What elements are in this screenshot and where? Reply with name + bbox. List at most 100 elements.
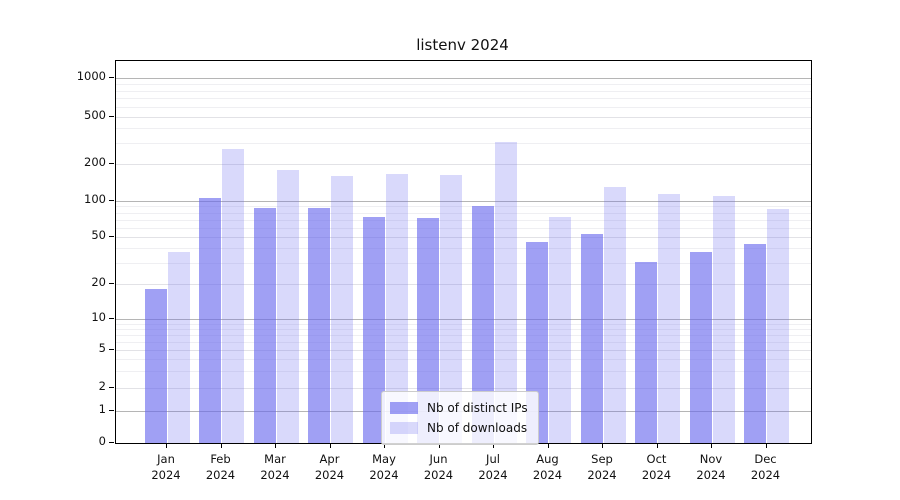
y-tick-mark — [109, 200, 114, 202]
bar-downloads-jun — [440, 174, 462, 443]
gridline-minor — [116, 83, 811, 85]
gridline-minor — [116, 371, 811, 373]
x-tick-mark — [384, 443, 386, 448]
gridline-50 — [116, 237, 811, 238]
gridline-minor — [116, 323, 811, 325]
y-tick-label: 200 — [84, 155, 106, 169]
gridline-minor — [116, 359, 811, 361]
gridline-500 — [116, 117, 811, 118]
x-tick-mark — [656, 443, 658, 448]
gridline-minor — [116, 206, 811, 208]
x-tick-label-apr: Apr 2024 — [314, 452, 345, 482]
x-tick-mark — [329, 443, 331, 448]
x-tick-label-aug: Aug 2024 — [532, 452, 563, 482]
bar-downloads-feb — [222, 148, 244, 443]
gridline-minor — [116, 328, 811, 330]
bar-downloads-jul — [494, 141, 517, 443]
y-tick-mark — [109, 349, 114, 351]
bar-distinct-ips-sep — [580, 233, 603, 443]
gridline-minor — [116, 248, 811, 250]
bar-downloads-oct — [658, 194, 680, 443]
y-tick-mark — [109, 236, 114, 238]
legend-item-ips: Nb of distinct IPs — [390, 398, 528, 418]
legend: Nb of distinct IPs Nb of downloads — [381, 391, 539, 445]
y-tick-label: 10 — [91, 310, 106, 324]
y-tick-label: 100 — [84, 192, 106, 206]
gridline-minor — [116, 128, 811, 130]
bar-distinct-ips-jan — [144, 289, 167, 443]
x-tick-label-oct: Oct 2024 — [641, 452, 672, 482]
legend-label-ips: Nb of distinct IPs — [427, 401, 528, 415]
x-tick-mark — [275, 443, 277, 448]
gridline-minor — [116, 106, 811, 108]
bar-downloads-jan — [167, 252, 190, 443]
chart-title: listenv 2024 — [416, 36, 509, 54]
bar-downloads-may — [385, 174, 408, 443]
bar-downloads-apr — [331, 175, 353, 443]
gridline-minor — [116, 143, 811, 145]
x-tick-mark — [166, 443, 168, 448]
gridline-minor — [116, 341, 811, 343]
x-tick-mark — [547, 443, 549, 448]
plot-area: Nb of distinct IPs Nb of downloads — [115, 60, 812, 445]
legend-swatch-downloads — [390, 422, 418, 434]
y-tick-mark — [109, 77, 114, 79]
bar-downloads-sep — [603, 187, 626, 443]
x-tick-label-dec: Dec 2024 — [750, 452, 781, 482]
gridline-minor — [116, 334, 811, 336]
bar-downloads-aug — [549, 216, 571, 443]
x-tick-mark — [602, 443, 604, 448]
x-tick-mark — [220, 443, 222, 448]
x-tick-label-jan: Jan 2024 — [151, 452, 181, 482]
y-tick-label: 1000 — [76, 69, 106, 83]
y-tick-mark — [109, 442, 114, 444]
legend-swatch-ips — [390, 402, 418, 414]
y-tick-label: 500 — [84, 108, 106, 122]
gridline-2 — [116, 388, 811, 389]
bar-downloads-nov — [712, 195, 735, 443]
gridline-10 — [116, 319, 811, 320]
gridline-minor — [116, 90, 811, 92]
legend-label-downloads: Nb of downloads — [427, 421, 528, 435]
bar-distinct-ips-feb — [199, 198, 221, 443]
bar-downloads-mar — [276, 169, 299, 443]
gridline-minor — [116, 212, 811, 214]
y-tick-mark — [109, 116, 114, 118]
gridline-20 — [116, 284, 811, 285]
x-tick-label-jul: Jul 2024 — [478, 452, 508, 482]
y-tick-label: 50 — [91, 228, 106, 242]
y-tick-mark — [109, 410, 114, 412]
y-tick-label: 20 — [91, 275, 106, 289]
x-tick-label-feb: Feb 2024 — [205, 452, 236, 482]
x-tick-mark — [438, 443, 440, 448]
bar-distinct-ips-dec — [744, 243, 766, 443]
y-tick-label: 0 — [98, 434, 106, 448]
x-tick-mark — [765, 443, 767, 448]
gridline-100 — [116, 201, 811, 202]
y-tick-mark — [109, 318, 114, 320]
x-tick-mark — [493, 443, 495, 448]
x-tick-label-sep: Sep 2024 — [587, 452, 617, 482]
gridline-minor — [116, 219, 811, 221]
gridline-200 — [116, 164, 811, 165]
gridline-1000 — [116, 78, 811, 79]
legend-item-downloads: Nb of downloads — [390, 418, 528, 438]
y-tick-label: 5 — [98, 341, 106, 355]
bar-distinct-ips-nov — [689, 252, 712, 443]
bar-downloads-dec — [767, 209, 789, 443]
bar-distinct-ips-oct — [635, 261, 657, 443]
gridline-minor — [116, 263, 811, 265]
gridline-minor — [116, 98, 811, 100]
y-tick-label: 1 — [98, 402, 106, 416]
bar-distinct-ips-mar — [253, 208, 276, 443]
bar-distinct-ips-jun — [417, 218, 439, 443]
bar-distinct-ips-jul — [471, 206, 494, 443]
y-tick-mark — [109, 387, 114, 389]
x-tick-label-nov: Nov 2024 — [696, 452, 726, 482]
x-tick-mark — [711, 443, 713, 448]
y-tick-mark — [109, 163, 114, 165]
x-tick-label-jun: Jun 2024 — [423, 452, 454, 482]
y-tick-label: 2 — [98, 379, 106, 393]
x-tick-label-mar: Mar 2024 — [260, 452, 290, 482]
